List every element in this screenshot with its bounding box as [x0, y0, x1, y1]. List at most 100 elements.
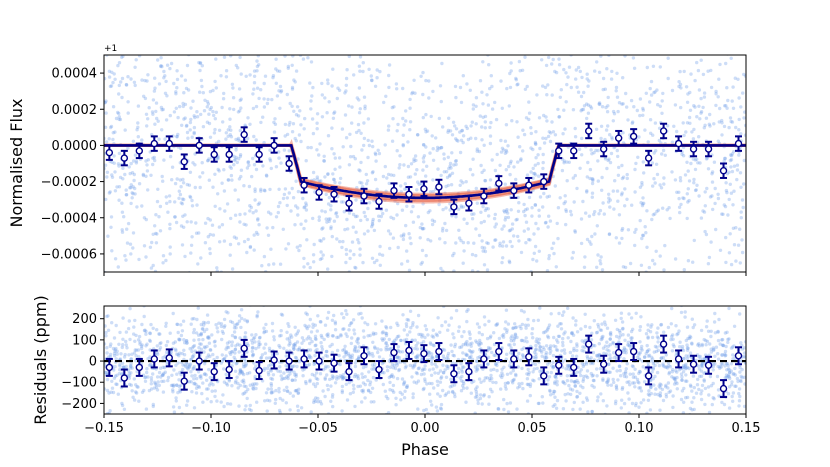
raw-point	[680, 344, 685, 349]
raw-point	[302, 205, 306, 210]
raw-point	[489, 334, 493, 338]
raw-point	[738, 261, 742, 265]
raw-point	[238, 383, 242, 388]
raw-point	[345, 217, 349, 222]
raw-point	[692, 330, 695, 333]
raw-point	[133, 44, 136, 47]
raw-point	[475, 147, 479, 151]
raw-point	[469, 391, 473, 395]
raw-point	[589, 148, 593, 152]
raw-point	[129, 185, 133, 190]
raw-point	[292, 78, 296, 82]
raw-point	[415, 356, 419, 360]
raw-point	[170, 178, 174, 182]
raw-point	[137, 399, 141, 403]
raw-point	[656, 208, 660, 212]
raw-point	[331, 116, 336, 121]
raw-point	[519, 250, 524, 255]
raw-point	[262, 330, 266, 335]
raw-point	[179, 185, 183, 189]
raw-point	[597, 102, 601, 106]
raw-point	[612, 207, 616, 211]
raw-point	[690, 342, 694, 346]
raw-point	[163, 91, 168, 96]
raw-point	[685, 160, 689, 164]
raw-point	[116, 392, 121, 396]
raw-point	[359, 322, 362, 325]
binned-point	[435, 178, 443, 196]
raw-point	[207, 121, 212, 126]
raw-point	[534, 343, 538, 348]
raw-point	[605, 110, 610, 114]
raw-point	[682, 365, 686, 369]
raw-point	[474, 186, 478, 191]
raw-point	[117, 45, 120, 48]
raw-point	[316, 400, 320, 404]
raw-point	[338, 165, 342, 169]
raw-point	[461, 384, 465, 388]
raw-point	[424, 407, 428, 412]
raw-point	[632, 105, 636, 109]
raw-point	[211, 383, 215, 387]
raw-point	[201, 400, 205, 404]
raw-point	[148, 42, 151, 45]
raw-point	[594, 127, 599, 131]
raw-point	[424, 253, 428, 258]
raw-point	[387, 63, 392, 67]
raw-point	[339, 334, 343, 338]
raw-point	[706, 329, 711, 333]
raw-point	[480, 138, 484, 142]
raw-point	[309, 60, 314, 64]
raw-point	[186, 136, 190, 140]
binned-point	[165, 135, 173, 152]
raw-point	[486, 362, 490, 366]
raw-point	[205, 120, 210, 124]
raw-point	[367, 350, 371, 355]
raw-point	[397, 166, 401, 170]
raw-point	[105, 314, 109, 319]
raw-point	[554, 345, 558, 349]
raw-point	[371, 340, 375, 344]
raw-point	[158, 229, 163, 233]
raw-point	[295, 388, 299, 393]
raw-point	[383, 143, 387, 147]
raw-point	[565, 379, 570, 383]
raw-point	[735, 24, 738, 27]
raw-point	[546, 327, 550, 331]
raw-point	[517, 201, 521, 205]
raw-point	[404, 119, 408, 123]
raw-point	[182, 312, 185, 315]
raw-point	[206, 335, 210, 339]
top-y-axis-label: Normalised Flux	[7, 98, 26, 227]
raw-point	[416, 180, 420, 184]
raw-point	[180, 37, 183, 40]
raw-point	[134, 391, 139, 395]
raw-point	[134, 58, 138, 62]
raw-point	[685, 346, 690, 350]
raw-point	[528, 238, 532, 242]
raw-point	[523, 323, 528, 327]
raw-point	[190, 135, 194, 139]
raw-point	[595, 224, 599, 228]
raw-point	[262, 141, 266, 145]
raw-point	[174, 383, 179, 387]
raw-point	[416, 407, 420, 411]
raw-point	[145, 169, 150, 173]
raw-point	[530, 214, 534, 218]
raw-point	[214, 86, 218, 90]
raw-point	[323, 96, 327, 100]
raw-point	[438, 380, 443, 384]
raw-point	[551, 130, 556, 134]
raw-point	[139, 346, 144, 351]
raw-point	[503, 384, 508, 389]
raw-point	[662, 176, 666, 180]
raw-point	[504, 148, 508, 153]
raw-point	[230, 343, 234, 348]
raw-point	[117, 115, 122, 119]
raw-point	[110, 249, 114, 253]
raw-point	[410, 338, 414, 342]
raw-point	[716, 364, 720, 369]
raw-point	[346, 227, 350, 231]
raw-point	[413, 363, 417, 367]
raw-point	[222, 280, 225, 283]
